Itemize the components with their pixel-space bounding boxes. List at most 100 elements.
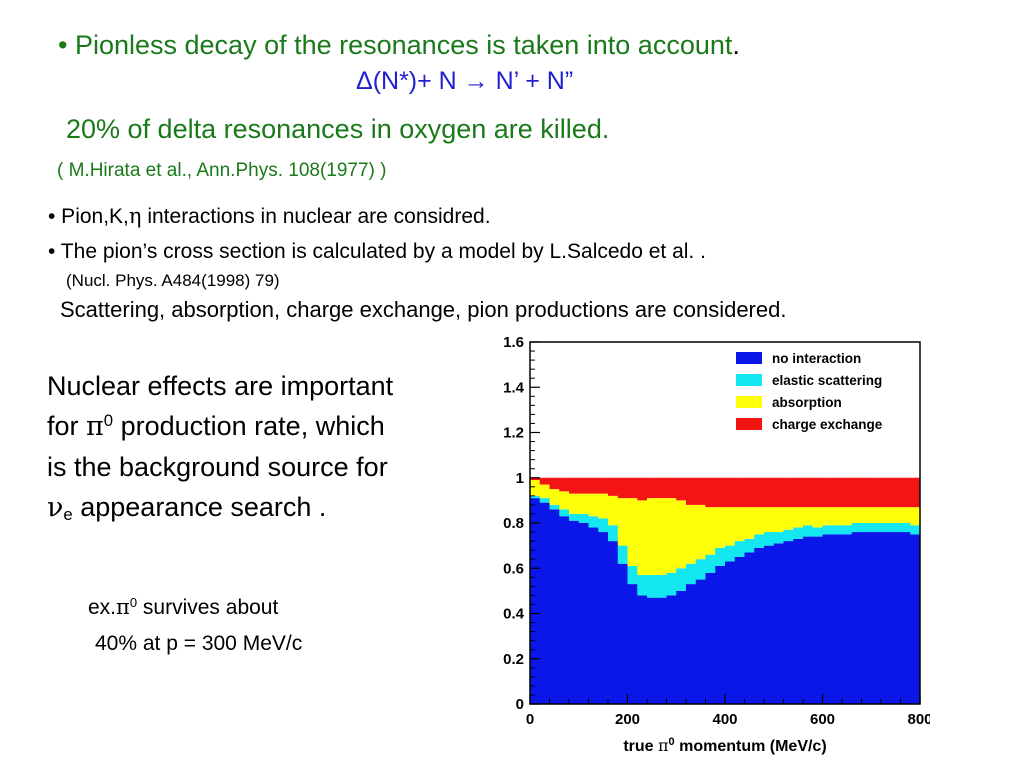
bar-charge-exchange: [812, 477, 823, 508]
legend-swatch-absorption: [736, 396, 762, 408]
bar-absorption: [559, 491, 570, 510]
bar-no-interaction: [822, 534, 833, 704]
bar-absorption: [647, 498, 658, 576]
bar-no-interaction: [803, 536, 814, 704]
bar-no-interaction: [598, 532, 609, 704]
bar-absorption: [549, 489, 560, 505]
bar-absorption: [890, 507, 901, 523]
interaction-fraction-chart: 0 0.2 0.4 0.6 0.8 1 1.2 1.4 1.6 0 200 400 600 800 no…: [503, 334, 930, 755]
bar-elastic-scattering: [734, 541, 745, 557]
bar-absorption: [705, 507, 716, 555]
bar-absorption: [530, 480, 541, 496]
bar-absorption: [539, 484, 550, 499]
bar-absorption: [754, 507, 765, 535]
bar-no-interaction: [588, 527, 599, 704]
bullet-interactions-prefix: • Pion,K,: [48, 205, 129, 228]
bar-elastic-scattering: [578, 513, 589, 523]
x-axis-label: true π0 momentum (MeV/c): [623, 736, 826, 755]
bar-charge-exchange: [647, 477, 658, 499]
bar-elastic-scattering: [647, 575, 658, 598]
bar-elastic-scattering: [832, 525, 843, 535]
x-axis-label-pi: π: [658, 736, 669, 755]
bar-charge-exchange: [578, 477, 589, 494]
bar-charge-exchange: [793, 477, 804, 508]
bar-charge-exchange: [861, 477, 872, 508]
bar-charge-exchange: [783, 477, 794, 508]
bar-absorption: [832, 507, 843, 526]
bar-elastic-scattering: [822, 525, 833, 535]
bar-absorption: [881, 507, 892, 523]
y-tick-label: 0.6: [503, 560, 524, 577]
bar-absorption: [627, 498, 638, 566]
bar-no-interaction: [871, 532, 882, 704]
bar-elastic-scattering: [676, 568, 687, 591]
bar-elastic-scattering: [764, 532, 775, 546]
bar-no-interaction: [559, 516, 570, 704]
bar-charge-exchange: [803, 477, 814, 508]
bar-charge-exchange: [608, 477, 619, 496]
bar-no-interaction: [656, 597, 667, 704]
bar-absorption: [871, 507, 882, 523]
bar-no-interaction: [705, 572, 716, 704]
bar-absorption: [773, 507, 784, 533]
bar-charge-exchange: [754, 477, 765, 508]
y-tick-label: 0.4: [503, 606, 525, 623]
bar-elastic-scattering: [539, 498, 550, 503]
bar-no-interaction: [773, 543, 784, 704]
bar-no-interaction: [715, 565, 726, 704]
y-tick-label: 0.2: [503, 651, 524, 668]
bar-absorption: [695, 504, 706, 560]
bar-charge-exchange: [637, 477, 648, 501]
legend: no interaction elastic scattering absorpti…: [736, 351, 883, 432]
y-tick-label: 1.4: [503, 379, 525, 396]
x-axis-label-superscript: 0: [669, 736, 675, 748]
bar-absorption: [851, 507, 862, 523]
side-line-4: νe appearance search .: [47, 487, 393, 528]
bar-absorption: [588, 493, 599, 517]
bar-absorption: [803, 507, 814, 526]
bar-charge-exchange: [773, 477, 784, 508]
bar-absorption: [637, 500, 648, 576]
bar-charge-exchange: [666, 477, 677, 499]
bar-elastic-scattering: [637, 575, 648, 596]
bar-no-interaction: [637, 595, 648, 704]
delta-reaction-equation: Δ(N*)+ N → N’ + N”: [356, 67, 574, 95]
bar-charge-exchange: [617, 477, 628, 499]
example-prefix: ex.: [88, 596, 117, 619]
bar-absorption: [861, 507, 872, 523]
bar-no-interaction: [881, 532, 892, 704]
bar-charge-exchange: [851, 477, 862, 508]
bar-absorption: [715, 507, 726, 548]
bar-elastic-scattering: [803, 525, 814, 537]
bar-absorption: [744, 507, 755, 539]
bar-elastic-scattering: [530, 495, 541, 499]
legend-label: no interaction: [772, 351, 861, 366]
bar-no-interaction: [617, 563, 628, 704]
bar-charge-exchange: [695, 477, 706, 505]
bar-charge-exchange: [656, 477, 667, 499]
bar-charge-exchange: [764, 477, 775, 508]
bar-elastic-scattering: [725, 545, 736, 562]
bar-elastic-scattering: [812, 527, 823, 537]
bar-absorption: [822, 507, 833, 526]
bar-no-interaction: [539, 502, 550, 704]
x-tick-label: 800: [907, 711, 930, 728]
bar-absorption: [842, 507, 853, 526]
bar-absorption: [783, 507, 794, 530]
bar-no-interaction: [793, 538, 804, 704]
bar-absorption: [900, 507, 911, 523]
x-tick-label: 200: [615, 711, 640, 728]
legend-swatch-no-interaction: [736, 352, 762, 364]
bar-no-interaction: [666, 595, 677, 704]
x-axis: 0 200 400 600 800: [526, 694, 930, 728]
bar-no-interaction: [754, 547, 765, 704]
bar-no-interaction: [530, 498, 541, 704]
y-tick-label: 1: [516, 470, 524, 487]
y-tick-label: 1.6: [503, 334, 524, 351]
bar-absorption: [569, 493, 580, 514]
bar-elastic-scattering: [881, 523, 892, 533]
bar-charge-exchange: [910, 477, 921, 508]
bar-no-interaction: [851, 532, 862, 704]
bar-charge-exchange: [822, 477, 833, 508]
bar-charge-exchange: [734, 477, 745, 508]
